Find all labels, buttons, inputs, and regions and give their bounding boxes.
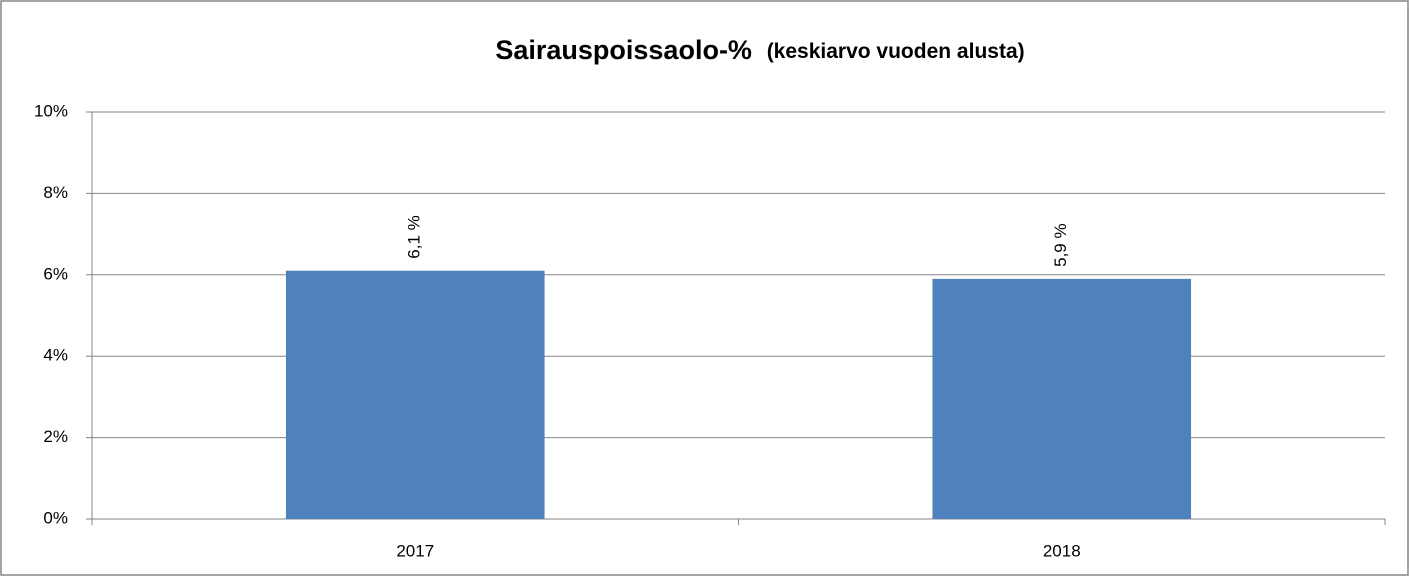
y-tick-label: 0% [43, 508, 68, 527]
x-tick-label: 2017 [396, 541, 434, 560]
y-tick-label: 4% [43, 346, 68, 365]
y-tick-label: 8% [43, 183, 68, 202]
chart-title: Sairauspoissaolo-% [495, 35, 752, 65]
chart-subtitle: (keskiarvo vuoden alusta) [767, 40, 1025, 63]
data-label: 6,1 % [405, 215, 424, 258]
bar [285, 270, 545, 519]
data-label: 5,9 % [1051, 223, 1070, 266]
chart-title-group: Sairauspoissaolo-% (keskiarvo vuoden alu… [495, 35, 1024, 65]
y-tick-label: 10% [34, 101, 68, 120]
x-tick-label: 2018 [1043, 541, 1081, 560]
bar [932, 278, 1192, 519]
y-tick-label: 6% [43, 264, 68, 283]
y-tick-label: 2% [43, 427, 68, 446]
